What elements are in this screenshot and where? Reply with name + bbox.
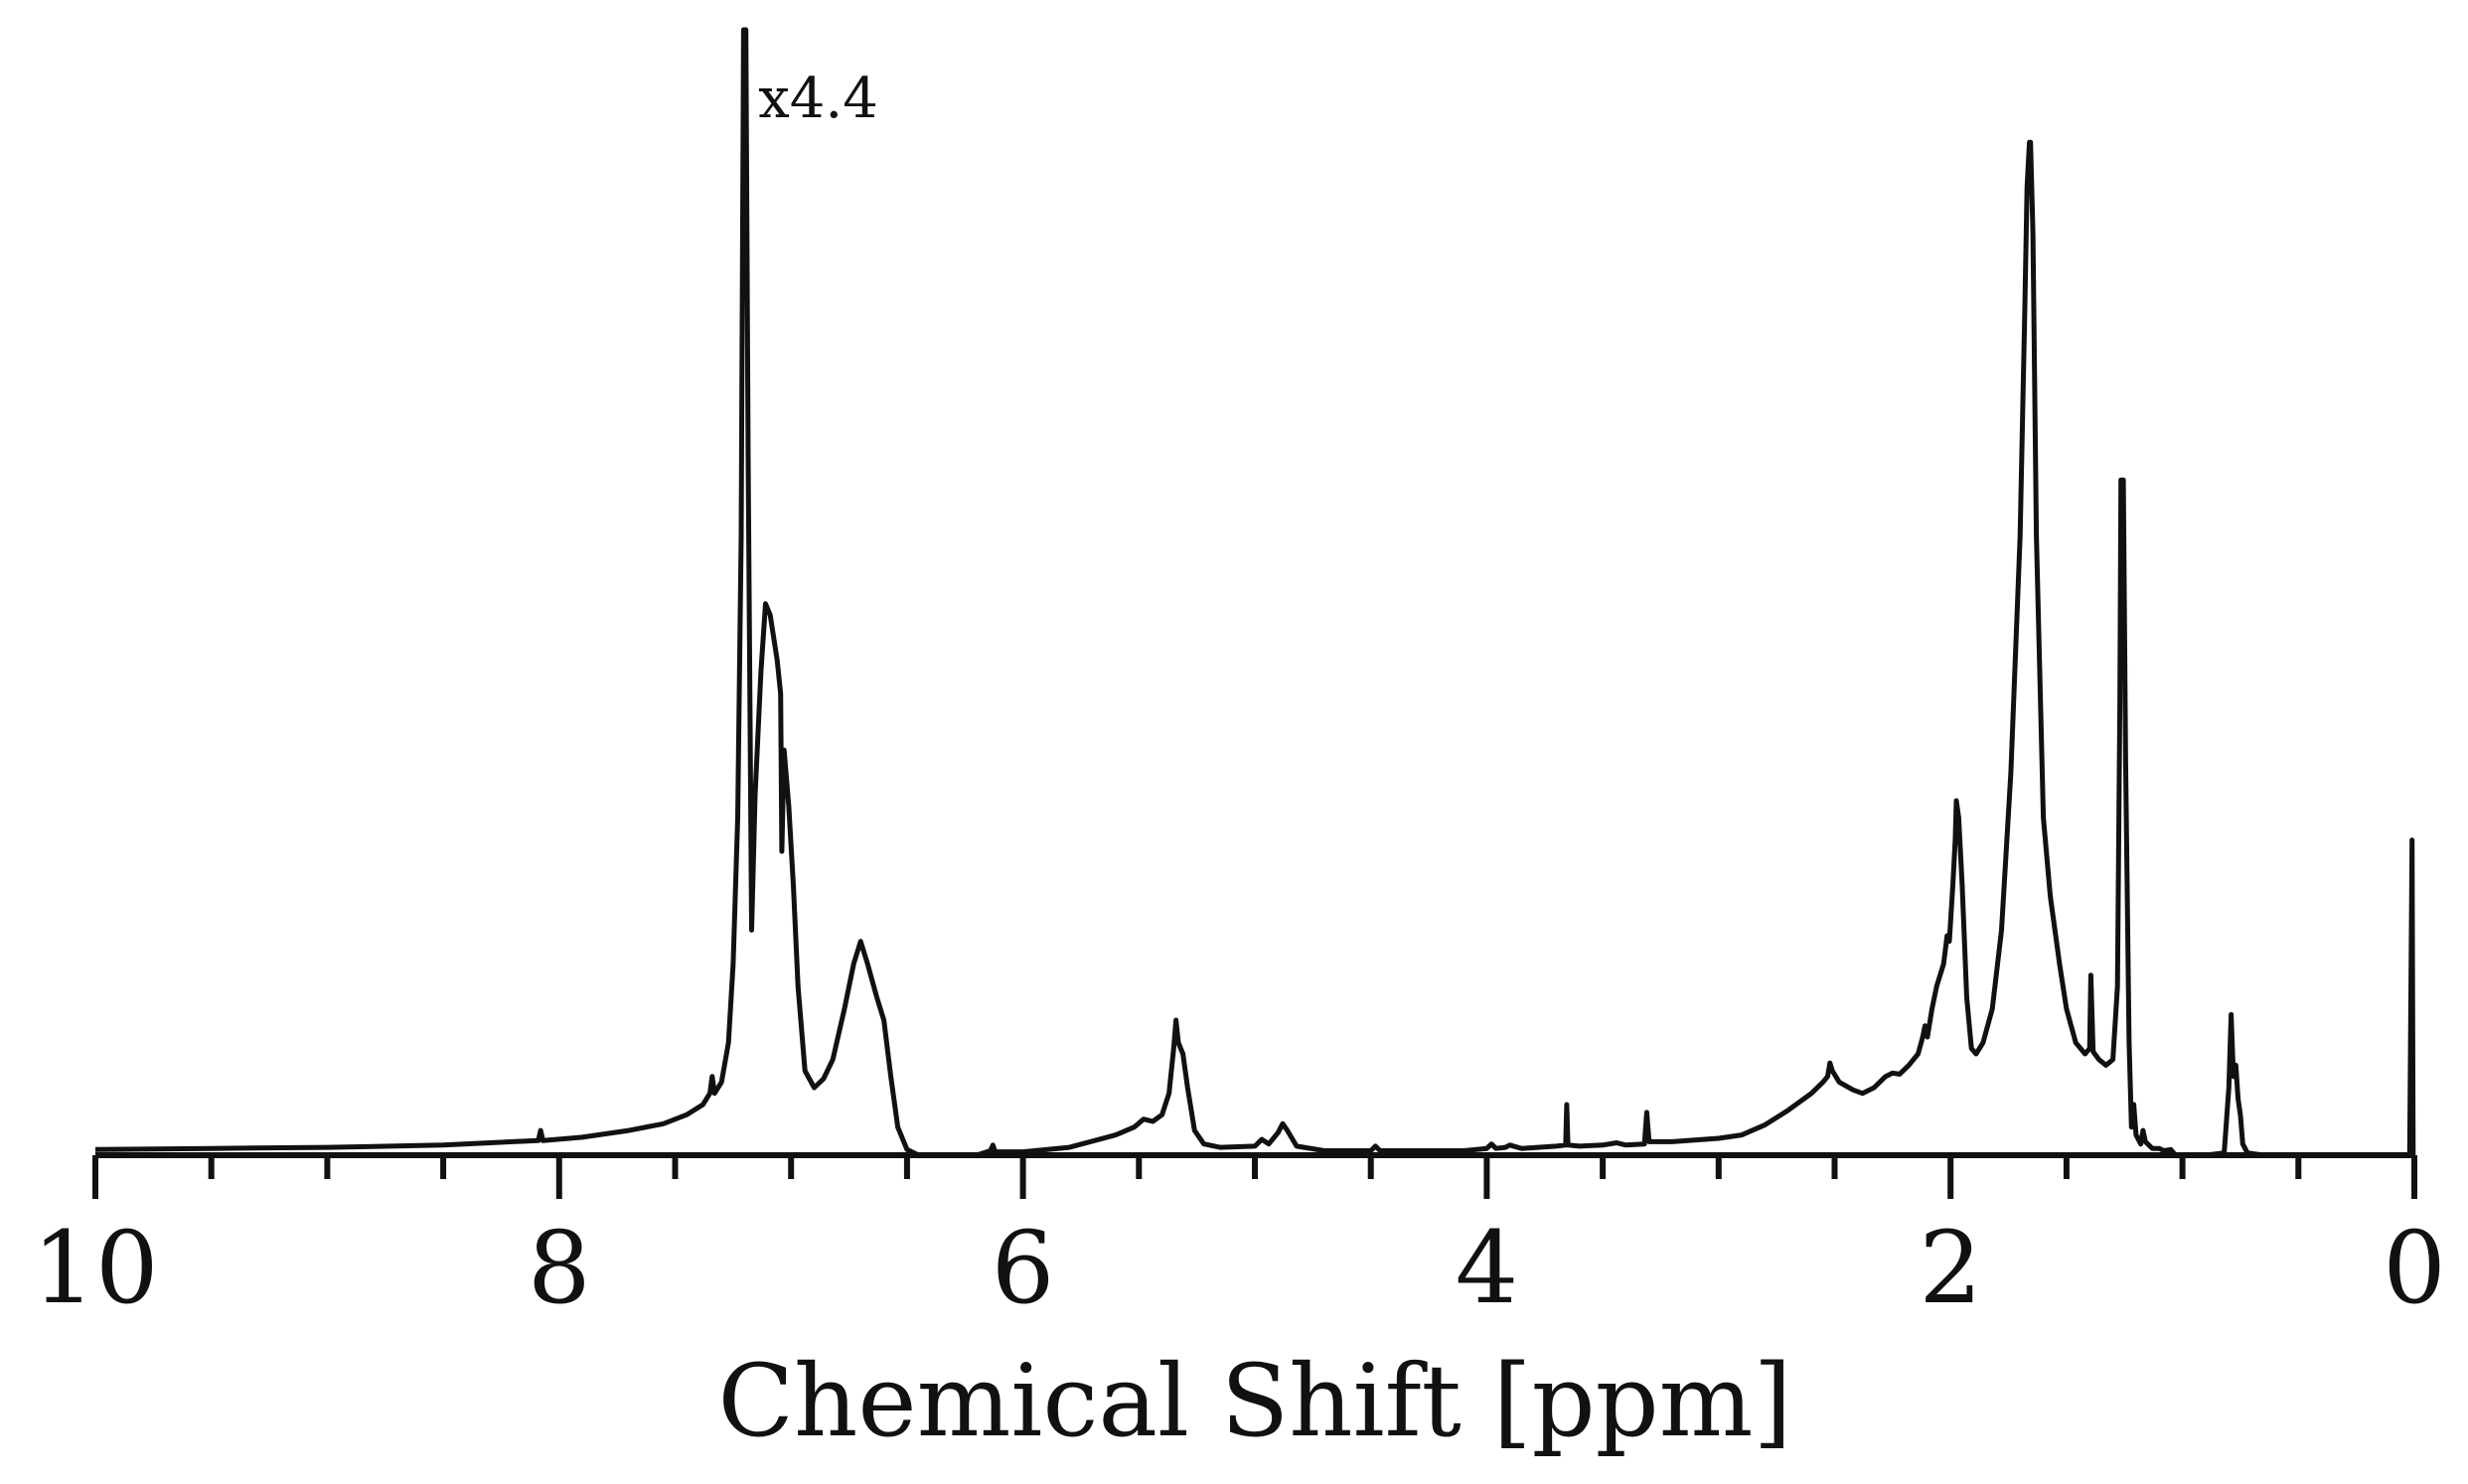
spectrum-line-0 bbox=[94, 27, 2416, 1158]
x-tick-label: 8 bbox=[528, 1210, 591, 1326]
x-tick-label: 10 bbox=[32, 1210, 158, 1326]
x-axis: 10 8 6 4 2 0 bbox=[32, 1152, 2446, 1326]
x-axis-title: Chemical Shift [ppm] bbox=[717, 1343, 1791, 1459]
x-tick-label: 2 bbox=[1919, 1210, 1982, 1326]
x-tick-label: 4 bbox=[1456, 1210, 1519, 1326]
x-tick-label: 6 bbox=[992, 1210, 1055, 1326]
x-tick-label: 0 bbox=[2383, 1210, 2446, 1326]
peak-scale-annotation: x4.4 bbox=[758, 67, 878, 131]
plot-area bbox=[94, 27, 2416, 1158]
